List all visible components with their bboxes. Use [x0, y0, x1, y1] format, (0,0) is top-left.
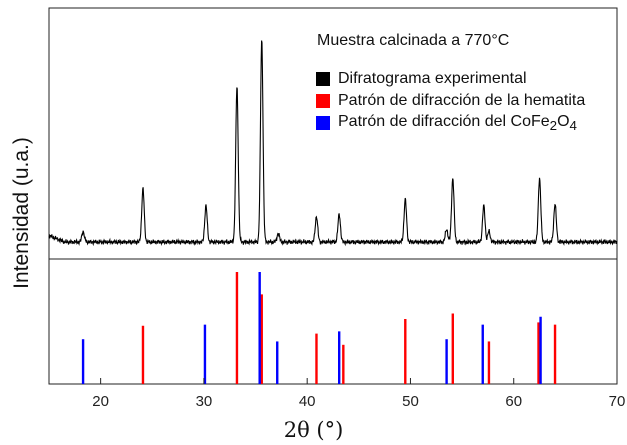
legend-label-text: Difratograma experimental: [338, 70, 527, 87]
x-tick-label: 70: [609, 393, 626, 410]
y-axis-label-box: Intensidad (u.a.): [2, 35, 42, 390]
legend-item-experimental: Difratograma experimental: [316, 68, 585, 90]
x-tick-label: 50: [402, 393, 419, 410]
x-tick-label: 20: [92, 393, 109, 410]
x-axis: 20 30 40 50 60 70: [92, 378, 625, 410]
legend-item-hematite: Patrón de difracción de la hematita: [316, 90, 585, 112]
experimental-series: [48, 40, 618, 247]
legend-swatch-experimental: [316, 72, 330, 86]
y-axis-label: Intensidad (u.a.): [10, 136, 34, 289]
legend-swatch-hematite: [316, 94, 330, 108]
chart-annotation: Muestra calcinada a 770°C: [317, 32, 510, 49]
legend-label-text: Patrón de difracción de la hematita: [338, 92, 586, 109]
plot-frame: [48, 7, 618, 385]
legend-swatch-cofe2o4: [316, 116, 330, 130]
legend-label-cofe2o4: Patrón de difracción del CoFe2O4: [338, 113, 577, 133]
legend-label-experimental: Difratograma experimental: [338, 70, 527, 88]
legend-label-hematite: Patrón de difracción de la hematita: [338, 92, 585, 110]
legend-label-text: O: [557, 112, 570, 130]
experimental-pattern-line: [48, 40, 618, 247]
legend-label-text: Patrón de difracción del CoFe: [338, 112, 550, 130]
x-tick-label: 40: [299, 393, 316, 410]
x-tick-label: 60: [505, 393, 522, 410]
legend-subscript: 2: [549, 118, 558, 134]
legend-subscript: 4: [569, 118, 577, 134]
x-axis-label: 2θ (°): [283, 418, 344, 442]
reference-series: [81, 272, 557, 384]
x-tick-label: 30: [196, 393, 213, 410]
legend: Difratograma experimental Patrón de difr…: [316, 68, 585, 134]
legend-item-cofe2o4: Patrón de difracción del CoFe2O4: [316, 112, 585, 134]
